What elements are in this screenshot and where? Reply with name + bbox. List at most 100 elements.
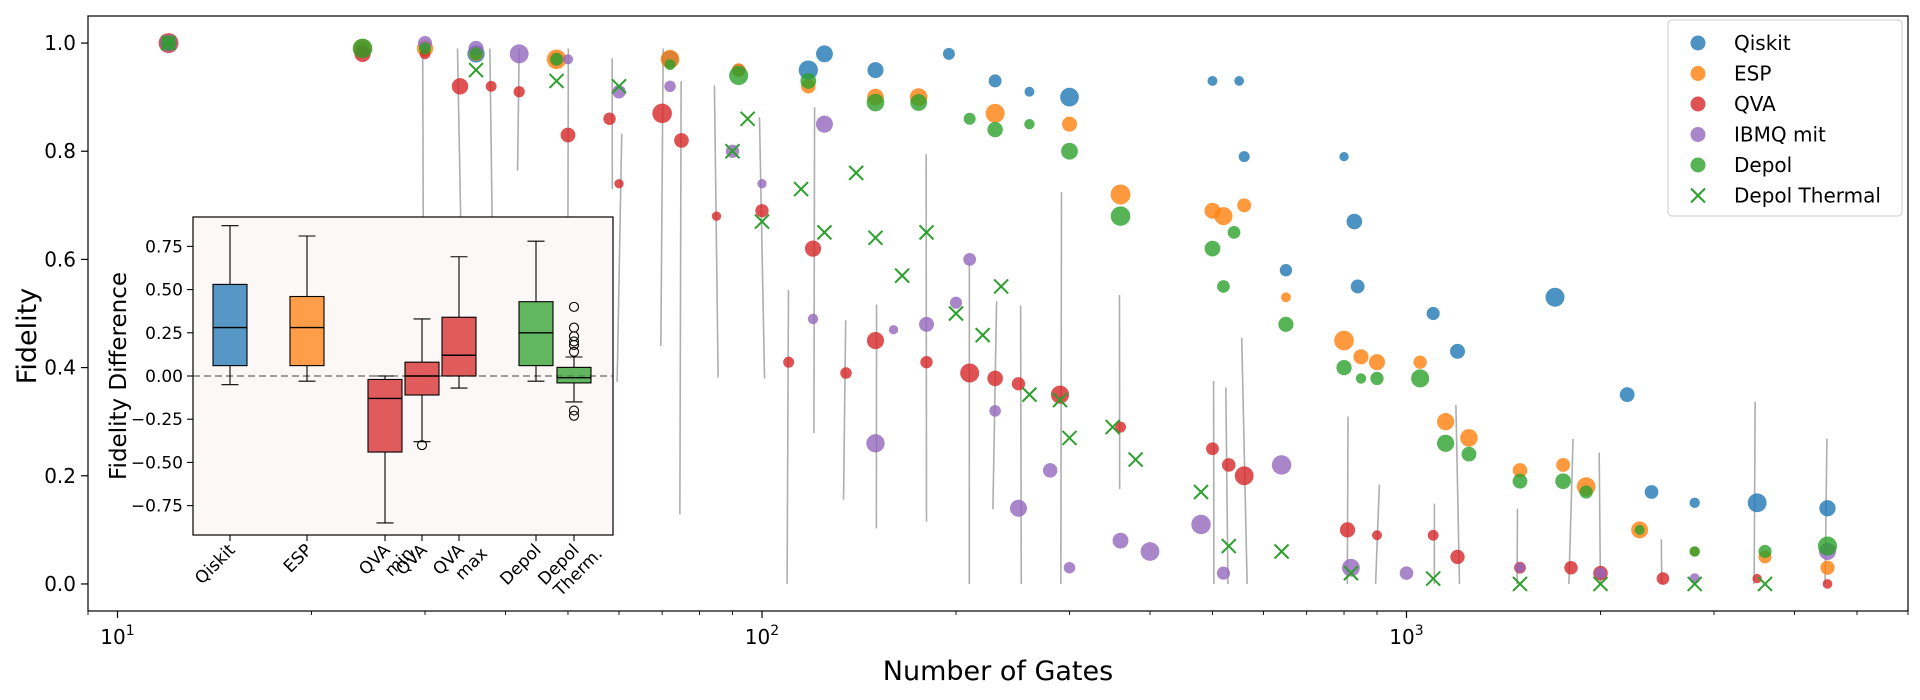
data-point-qva: [603, 112, 616, 126]
error-bar: [1225, 387, 1229, 584]
data-point-qva: [920, 356, 933, 369]
data-point-qva: [866, 331, 885, 350]
y-tick-label: 0.0: [44, 572, 76, 596]
data-point-qiskit: [1234, 76, 1245, 86]
data-point-qva: [513, 86, 525, 98]
data-point-depol: [1817, 536, 1838, 556]
data-point-qva: [1221, 458, 1236, 472]
data-point-qva: [711, 211, 722, 221]
data-point-depol: [1461, 446, 1477, 462]
error-bar: [1019, 305, 1023, 584]
box-body: [404, 361, 440, 396]
data-point-qva: [1234, 466, 1254, 486]
data-point-ibmq-mit: [888, 325, 899, 335]
data-point-depol-thermal: [739, 111, 756, 127]
error-bar: [679, 81, 682, 515]
error-bar: [660, 48, 664, 347]
data-point-qva: [674, 133, 689, 148]
inset-y-tick-label: −0.50: [131, 453, 183, 473]
data-point-qva: [1427, 529, 1439, 541]
data-point-depol-thermal: [867, 230, 884, 246]
error-bar: [1568, 438, 1574, 584]
box-outlier: [568, 405, 580, 416]
data-point-depol: [1437, 434, 1455, 452]
data-point-ibmq-mit: [562, 54, 574, 65]
data-point-depol-thermal: [1686, 576, 1703, 592]
error-bar: [1598, 452, 1602, 584]
data-point-ibmq-mit: [919, 316, 934, 332]
data-point-depol: [418, 42, 432, 55]
box-outlier: [416, 440, 428, 451]
legend-label: Qiskit: [1734, 31, 1791, 55]
data-point-depol: [1278, 316, 1294, 332]
error-bar: [1240, 337, 1248, 584]
data-point-depol: [469, 47, 483, 61]
data-point-qiskit: [1426, 306, 1440, 321]
data-point-esp: [1237, 198, 1252, 213]
data-point-depol-thermal: [1425, 570, 1441, 587]
box-body: [441, 316, 477, 377]
data-point-ibmq-mit: [1594, 567, 1607, 579]
data-point-depol-thermal: [1193, 484, 1209, 500]
data-point-qiskit: [1644, 485, 1659, 499]
data-point-depol-thermal: [754, 213, 770, 230]
error-bar: [1753, 401, 1756, 584]
data-point-ibmq-mit: [1216, 566, 1231, 580]
data-point-ibmq-mit: [1515, 562, 1525, 573]
data-point-esp: [1334, 330, 1354, 351]
data-point-qva: [1372, 530, 1382, 541]
data-point-qva: [451, 78, 469, 95]
main-plot-frame: [87, 15, 1909, 612]
data-point-ibmq-mit: [1342, 558, 1360, 577]
legend-marker: [1690, 35, 1706, 51]
data-point-depol-thermal: [1127, 451, 1144, 468]
data-point-depol-thermal: [1343, 565, 1359, 581]
data-point-qva: [960, 363, 980, 383]
data-point-depol: [1024, 118, 1035, 130]
data-point-depol-thermal: [918, 224, 935, 241]
error-bar: [1346, 416, 1349, 584]
data-point-ibmq-mit: [1009, 499, 1027, 517]
data-point-qiskit: [1238, 151, 1250, 163]
data-point-esp: [1061, 116, 1077, 132]
data-point-esp: [1436, 413, 1455, 431]
inset-y-tick-label: −0.75: [131, 497, 183, 517]
data-point-depol-thermal: [974, 327, 991, 343]
data-point-qiskit: [867, 62, 884, 79]
data-point-qiskit: [1819, 500, 1836, 517]
legend-label: Depol: [1734, 153, 1792, 177]
data-point-depol: [987, 121, 1003, 138]
legend-marker: [1690, 66, 1706, 81]
data-point-esp: [1413, 355, 1427, 369]
data-point-depol: [1355, 373, 1367, 384]
data-point-depol: [866, 93, 885, 112]
data-point-ibmq-mit: [963, 253, 977, 266]
data-point-depol-thermal: [948, 305, 964, 322]
data-point-depol: [1370, 371, 1384, 386]
data-point-depol-thermal: [894, 267, 910, 284]
data-point-depol-thermal: [1021, 386, 1038, 403]
data-point-esp: [1556, 458, 1571, 472]
data-point-qva: [987, 370, 1003, 387]
data-point-qiskit: [1207, 75, 1218, 86]
data-point-qva: [1011, 377, 1026, 391]
legend-label: Depol Thermal: [1734, 184, 1881, 208]
error-bar: [813, 107, 816, 434]
data-point-depol-thermal: [1592, 576, 1609, 592]
legend-marker: [1690, 157, 1706, 173]
data-point-esp: [1353, 349, 1369, 365]
data-point-ibmq-mit: [1399, 566, 1414, 580]
data-point-ibmq-mit: [509, 44, 529, 64]
data-point-qiskit: [1619, 387, 1635, 403]
data-point-esp: [1512, 463, 1528, 478]
data-point-depol: [664, 59, 676, 71]
data-point-depol: [1336, 359, 1352, 376]
data-point-depol: [1411, 369, 1430, 388]
data-point-depol-thermal: [1052, 392, 1068, 408]
box-body: [367, 378, 403, 453]
data-point-depol-thermal: [993, 278, 1009, 295]
data-point-depol-thermal: [1104, 419, 1121, 435]
error-bar: [516, 48, 520, 171]
inset-y-axis-title: Fidelity Difference: [106, 272, 132, 480]
